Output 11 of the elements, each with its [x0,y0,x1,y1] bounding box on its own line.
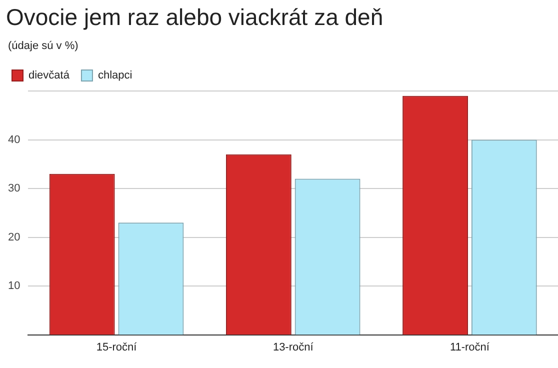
y-tick-label: 20 [8,231,20,244]
y-tick-label: 40 [8,134,20,146]
legend-label: dievčatá [28,70,70,82]
legend-label: chlapci [98,70,132,82]
x-tick-label: 15-roční [96,341,138,354]
y-tick-label: 30 [8,182,20,195]
chart-subtitle: (údaje sú v %) [8,40,78,52]
x-tick-label: 13-roční [272,341,314,354]
chart-title: Ovocie jem raz alebo viackrát za deň [6,4,384,31]
y-tick-label: 10 [8,280,20,292]
x-tick-label: 11-roční [450,341,490,354]
